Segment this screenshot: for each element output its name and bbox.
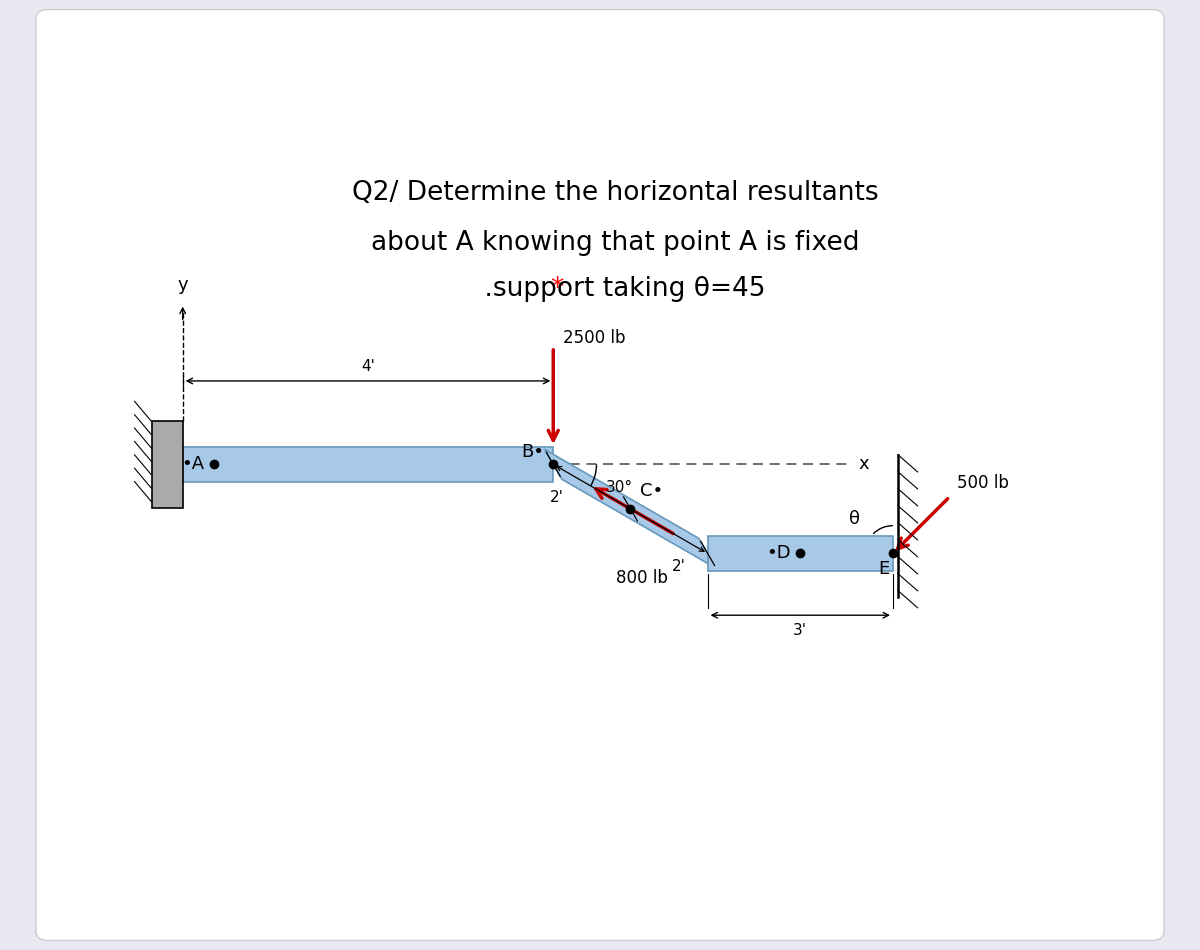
Bar — [152, 421, 182, 507]
Polygon shape — [182, 447, 553, 482]
Text: y: y — [178, 276, 188, 294]
Text: 2': 2' — [550, 489, 564, 504]
Text: x: x — [859, 455, 870, 473]
Polygon shape — [545, 449, 716, 568]
Text: 4': 4' — [361, 358, 374, 373]
Text: 3': 3' — [793, 622, 808, 637]
Text: Q2/ Determine the horizontal resultants: Q2/ Determine the horizontal resultants — [352, 180, 878, 206]
Text: about A knowing that point A is fixed: about A knowing that point A is fixed — [371, 230, 859, 256]
Text: 500 lb: 500 lb — [958, 474, 1009, 492]
Text: 2500 lb: 2500 lb — [563, 329, 625, 347]
Text: θ: θ — [850, 510, 860, 528]
Text: •D: •D — [767, 544, 791, 562]
Polygon shape — [708, 536, 893, 571]
Text: E: E — [878, 560, 890, 578]
Text: *: * — [550, 276, 563, 302]
Text: C•: C• — [640, 482, 662, 500]
Text: B•: B• — [521, 444, 544, 461]
Text: 30°: 30° — [606, 481, 632, 495]
FancyBboxPatch shape — [36, 10, 1164, 940]
Text: 2': 2' — [672, 559, 686, 574]
Text: .support taking θ=45: .support taking θ=45 — [476, 276, 766, 302]
Text: •A: •A — [181, 455, 204, 473]
Text: 800 lb: 800 lb — [616, 569, 667, 587]
